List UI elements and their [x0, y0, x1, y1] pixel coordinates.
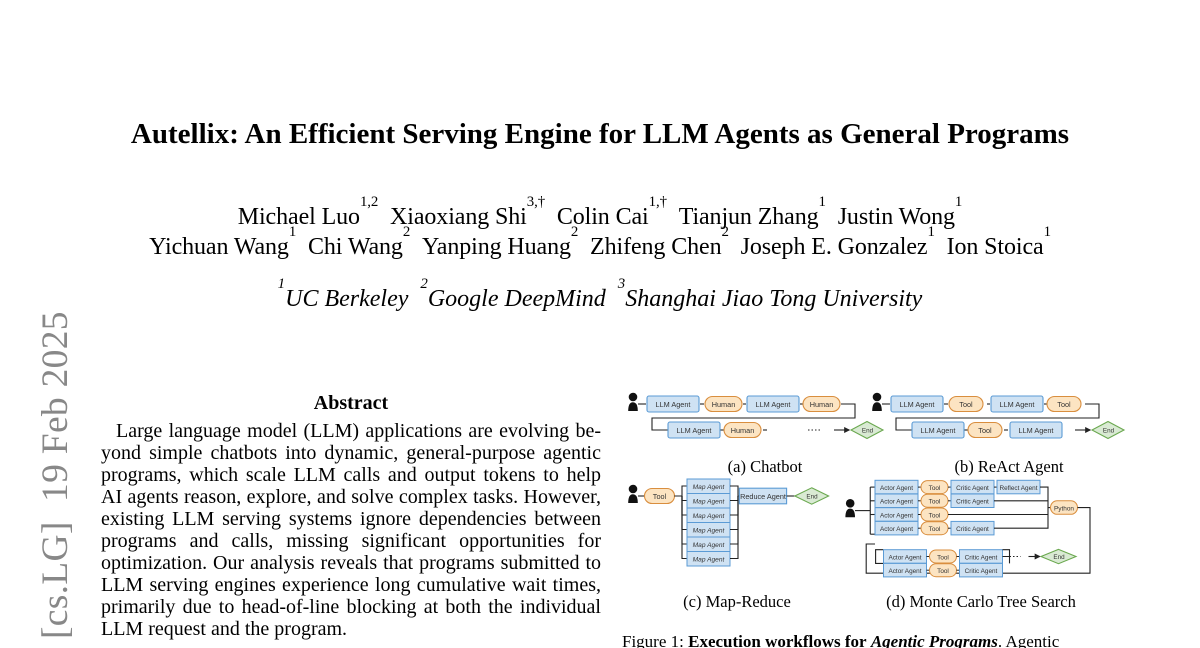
svg-text:(b) ReAct Agent: (b) ReAct Agent: [954, 457, 1063, 476]
svg-text:(d) Monte Carlo Tree Search: (d) Monte Carlo Tree Search: [886, 592, 1076, 611]
svg-text:Critic Agent: Critic Agent: [956, 485, 989, 492]
svg-text:Actor Agent: Actor Agent: [888, 568, 921, 575]
svg-text:Tool: Tool: [929, 499, 941, 506]
svg-text:Map Agent: Map Agent: [693, 542, 726, 549]
svg-text:Critic Agent: Critic Agent: [965, 568, 998, 575]
svg-text:(a) Chatbot: (a) Chatbot: [728, 457, 803, 476]
svg-text:LLM Agent: LLM Agent: [1019, 426, 1054, 435]
svg-text:Map Agent: Map Agent: [693, 527, 726, 534]
svg-text:Map Agent: Map Agent: [693, 498, 726, 505]
svg-text:Actor Agent: Actor Agent: [880, 512, 913, 519]
svg-text:Tool: Tool: [937, 554, 949, 561]
svg-text:Critic Agent: Critic Agent: [956, 499, 989, 506]
svg-text:LLM Agent: LLM Agent: [900, 400, 935, 409]
svg-text:Actor Agent: Actor Agent: [888, 554, 921, 561]
svg-text:Actor Agent: Actor Agent: [880, 499, 913, 506]
svg-text:(c) Map-Reduce: (c) Map-Reduce: [683, 592, 791, 611]
svg-text:Map Agent: Map Agent: [693, 556, 726, 563]
svg-text:Critic Agent: Critic Agent: [965, 554, 998, 561]
svg-text:Map Agent: Map Agent: [693, 513, 726, 520]
svg-text:End: End: [1053, 554, 1065, 561]
svg-text:End: End: [1103, 427, 1115, 434]
svg-text:LLM Agent: LLM Agent: [756, 400, 791, 409]
svg-text:Tool: Tool: [1057, 400, 1071, 409]
svg-text:Reduce Agent: Reduce Agent: [740, 492, 786, 501]
svg-text:Human: Human: [731, 426, 755, 435]
svg-text:Tool: Tool: [959, 400, 973, 409]
svg-text:Tool: Tool: [653, 492, 667, 501]
svg-text:End: End: [862, 427, 874, 434]
svg-text:Tool: Tool: [937, 568, 949, 575]
svg-text:Actor Agent: Actor Agent: [880, 485, 913, 492]
svg-text:LLM Agent: LLM Agent: [1000, 400, 1035, 409]
svg-text:Actor Agent: Actor Agent: [880, 526, 913, 533]
svg-text:Human: Human: [810, 400, 834, 409]
svg-text:LLM Agent: LLM Agent: [656, 400, 691, 409]
svg-text:Tool: Tool: [929, 512, 941, 519]
svg-text:Python: Python: [1054, 506, 1074, 513]
svg-text:Human: Human: [712, 400, 736, 409]
svg-text:LLM Agent: LLM Agent: [921, 426, 956, 435]
svg-text:Critic Agent: Critic Agent: [956, 526, 989, 533]
svg-text:Tool: Tool: [929, 526, 941, 533]
svg-text:Tool: Tool: [929, 485, 941, 492]
svg-text:LLM Agent: LLM Agent: [677, 426, 712, 435]
svg-text:Tool: Tool: [978, 426, 992, 435]
svg-text:End: End: [806, 493, 818, 500]
svg-text:Map Agent: Map Agent: [693, 484, 726, 491]
svg-text:Reflect Agent: Reflect Agent: [999, 485, 1037, 492]
